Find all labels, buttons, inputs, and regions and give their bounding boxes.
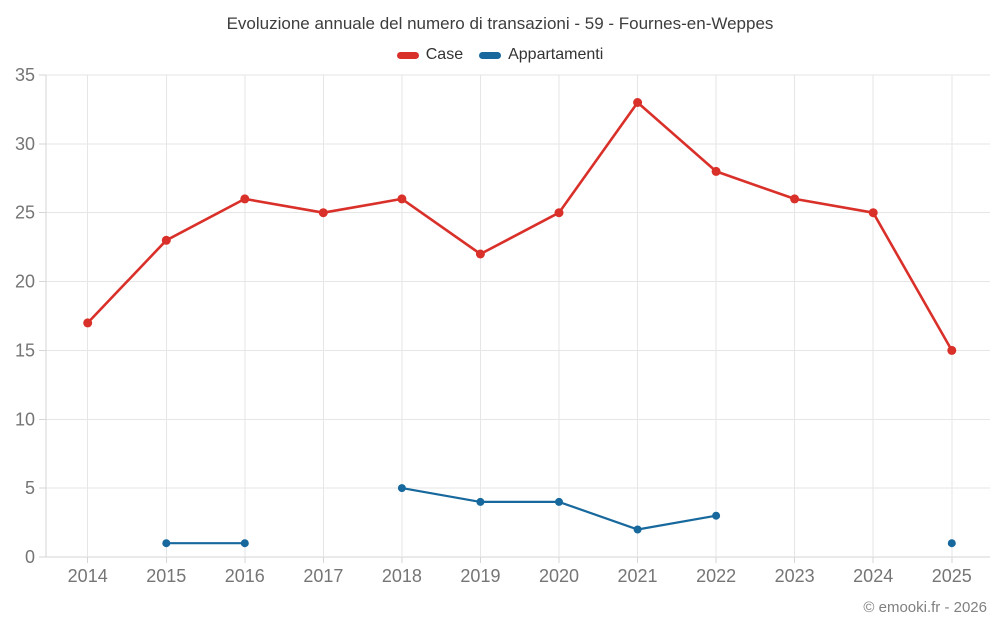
x-axis-tick-label: 2022: [696, 566, 736, 586]
x-axis-tick-label: 2015: [146, 566, 186, 586]
data-point-case-2014[interactable]: [83, 318, 93, 328]
y-axis-tick-label: 10: [15, 409, 35, 429]
x-axis-tick-label: 2014: [68, 566, 108, 586]
appartamenti-series-swatch-icon: [479, 51, 502, 59]
x-axis-tick-label: 2016: [225, 566, 265, 586]
x-axis-tick-label: 2025: [932, 566, 972, 586]
y-axis-tick-label: 25: [15, 203, 35, 223]
data-point-appartamenti-2020[interactable]: [555, 497, 563, 506]
x-axis-tick-label: 2017: [303, 566, 343, 586]
x-axis-tick-label: 2018: [382, 566, 422, 586]
data-point-appartamenti-2022[interactable]: [712, 511, 721, 520]
data-point-case-2022[interactable]: [711, 166, 721, 176]
x-axis-tick-label: 2024: [853, 566, 893, 586]
data-point-case-2020[interactable]: [554, 208, 564, 218]
data-point-case-2023[interactable]: [790, 194, 800, 204]
y-axis-tick-label: 5: [25, 478, 35, 498]
x-axis-tick-label: 2019: [460, 566, 500, 586]
y-axis-tick-label: 20: [15, 272, 35, 292]
y-axis-tick-label: 30: [15, 134, 35, 154]
legend-label-appartamenti: Appartamenti: [508, 46, 604, 63]
x-axis-tick-label: 2021: [618, 566, 658, 586]
chart-title: Evoluzione annuale del numero di transaz…: [226, 14, 774, 33]
series-line-case: [86, 101, 954, 352]
y-axis-tick-label: 0: [25, 547, 35, 567]
data-point-appartamenti-2018[interactable]: [397, 484, 406, 493]
data-point-case-2018[interactable]: [397, 194, 407, 204]
data-point-case-2019[interactable]: [475, 249, 485, 259]
data-point-case-2015[interactable]: [161, 235, 171, 245]
y-axis-tick-label: 15: [15, 340, 35, 360]
data-point-appartamenti-2019[interactable]: [476, 497, 485, 506]
chart-legend: Case Appartamenti: [0, 46, 1000, 64]
copyright-note: © emooki.fr - 2026: [863, 599, 987, 616]
y-axis-tick-label: 35: [15, 65, 35, 85]
x-axis-tick-label: 2023: [775, 566, 815, 586]
data-point-case-2024[interactable]: [868, 208, 878, 218]
legend-item-appartamenti[interactable]: Appartamenti: [479, 46, 603, 64]
case-series-swatch-icon: [396, 51, 419, 59]
data-point-case-2025[interactable]: [947, 345, 957, 355]
data-point-case-2016[interactable]: [240, 194, 250, 204]
data-point-appartamenti-2025[interactable]: [947, 539, 956, 548]
legend-label-case: Case: [425, 46, 464, 63]
data-point-case-2021[interactable]: [633, 98, 643, 107]
x-axis-tick-label: 2020: [539, 566, 579, 586]
legend-item-case[interactable]: Case: [396, 46, 464, 64]
data-point-appartamenti-2015[interactable]: [162, 539, 171, 548]
data-point-case-2017[interactable]: [318, 208, 328, 218]
data-point-appartamenti-2021[interactable]: [633, 525, 642, 534]
data-point-appartamenti-2016[interactable]: [240, 539, 249, 548]
